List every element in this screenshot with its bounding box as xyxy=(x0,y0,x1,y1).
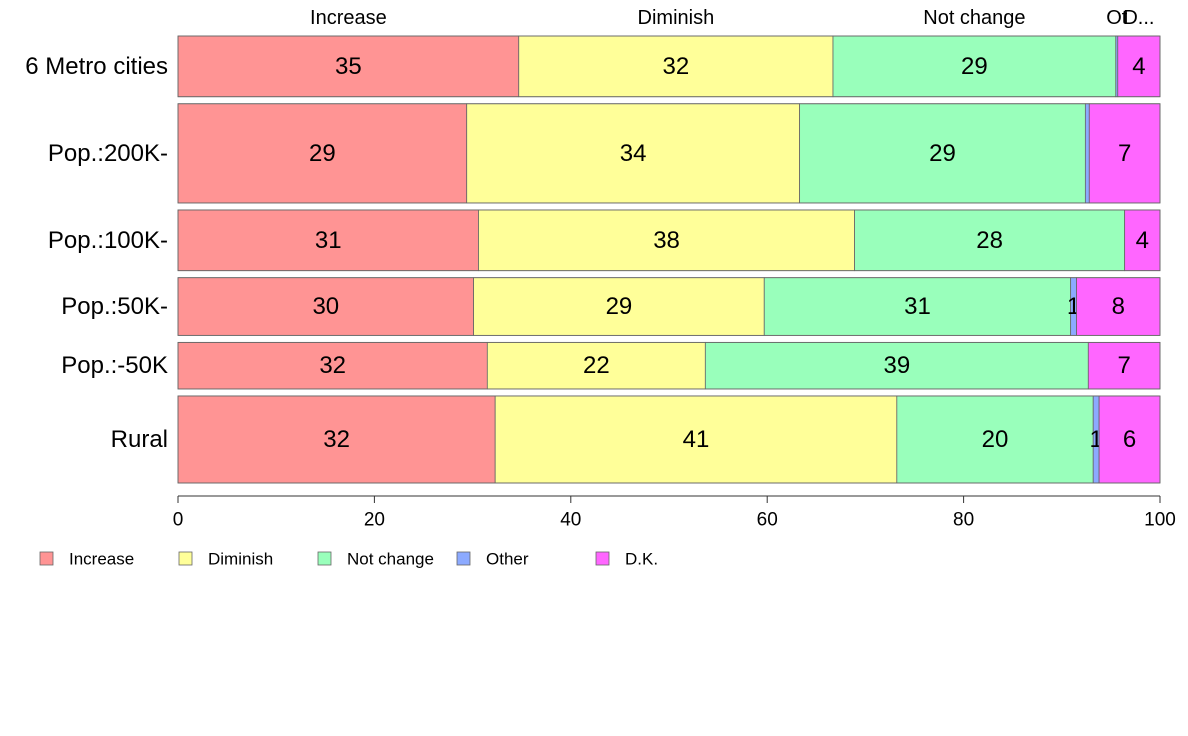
data-label: 20 xyxy=(982,426,1009,453)
column-header-increase: Increase xyxy=(310,7,387,29)
column-header-diminish: Diminish xyxy=(638,7,715,29)
bar-segment-not-change xyxy=(896,395,1094,484)
bar-segment-not-change xyxy=(799,103,1086,204)
bar-segment-diminish xyxy=(478,209,855,272)
bar-row-frame xyxy=(177,395,1161,484)
bar-segment-not-change xyxy=(704,341,1089,390)
legend-label: D.K. xyxy=(625,550,658,569)
legend-item-other: Other xyxy=(456,550,529,569)
x-tick-label: 40 xyxy=(560,510,581,531)
bar-row-frame xyxy=(177,35,1161,98)
data-label: 29 xyxy=(309,140,336,167)
column-header-d-k: D... xyxy=(1123,7,1154,29)
legend-label: Not change xyxy=(347,550,434,569)
legend-item-not-change: Not change xyxy=(317,550,434,569)
data-label: 32 xyxy=(323,426,350,453)
bar-row-pop-100k: Pop.:100K- 31 38 28 4 xyxy=(48,209,1161,272)
category-label: Pop.:50K- xyxy=(61,293,168,320)
legend-swatch xyxy=(595,551,610,566)
bar-segment-increase xyxy=(177,277,474,336)
legend-swatch xyxy=(317,551,332,566)
data-label: 7 xyxy=(1118,140,1131,167)
bar-row-6-metro-cities: 6 Metro cities 35 32 29 4 xyxy=(25,35,1161,98)
category-label: Pop.:-50K xyxy=(61,352,168,379)
bar-row-pop-50k: Pop.:50K- 30 29 31 1 8 xyxy=(61,277,1161,336)
legend-item-increase: Increase xyxy=(39,550,134,569)
bar-segment-d-k xyxy=(1076,277,1161,336)
x-tick-label: 0 xyxy=(173,510,184,531)
data-label: 7 xyxy=(1117,352,1130,379)
data-label: 38 xyxy=(653,227,680,254)
bar-segment-diminish xyxy=(494,395,898,484)
data-label: 32 xyxy=(319,352,346,379)
x-axis: 0 20 40 60 80 100 xyxy=(173,495,1176,531)
x-tick-label: 60 xyxy=(757,510,778,531)
legend-label: Other xyxy=(486,550,529,569)
x-tick-label: 100 xyxy=(1144,510,1176,531)
data-label: 31 xyxy=(904,293,931,320)
data-label: 4 xyxy=(1132,53,1145,80)
data-label: 41 xyxy=(683,426,710,453)
legend-label: Diminish xyxy=(208,550,273,569)
legend: Increase Diminish Not change Other D.K. xyxy=(39,550,658,569)
category-label: Rural xyxy=(111,426,168,453)
legend-item-d-k: D.K. xyxy=(595,550,658,569)
data-label: 32 xyxy=(663,53,690,80)
bar-row-rural: Rural 32 41 20 1 6 xyxy=(111,395,1161,484)
data-label: 29 xyxy=(961,53,988,80)
data-label: 6 xyxy=(1123,426,1136,453)
bar-row-frame xyxy=(177,277,1161,336)
bar-row-pop-50k: Pop.:-50K 32 22 39 7 xyxy=(61,341,1161,390)
data-label: 29 xyxy=(929,140,956,167)
data-label: 8 xyxy=(1112,293,1125,320)
bar-row-frame xyxy=(177,103,1161,204)
data-label: 39 xyxy=(883,352,910,379)
category-label: Pop.:100K- xyxy=(48,227,168,254)
legend-swatch xyxy=(178,551,193,566)
data-label: 34 xyxy=(620,140,647,167)
bar-segment-diminish xyxy=(486,341,706,390)
data-label: 4 xyxy=(1136,227,1149,254)
bar-segment-increase xyxy=(177,341,488,390)
data-label: 31 xyxy=(315,227,342,254)
category-label: Pop.:200K- xyxy=(48,140,168,167)
legend-item-diminish: Diminish xyxy=(178,550,273,569)
bar-row-frame xyxy=(177,209,1161,272)
data-label: 22 xyxy=(583,352,610,379)
bar-segment-d-k xyxy=(1098,395,1161,484)
data-label: 30 xyxy=(312,293,339,320)
bar-segment-not-change xyxy=(854,209,1126,272)
data-label: 29 xyxy=(606,293,633,320)
bar-segment-not-change xyxy=(763,277,1072,336)
column-header-other: Ot xyxy=(1106,7,1128,29)
bar-row-pop-200k: Pop.:200K- 29 34 29 7 xyxy=(48,103,1161,204)
column-header-not-change: Not change xyxy=(923,7,1025,29)
category-label: 6 Metro cities xyxy=(25,53,168,80)
data-label: 28 xyxy=(976,227,1003,254)
data-label: 35 xyxy=(335,53,362,80)
bar-segment-d-k xyxy=(1087,341,1161,390)
column-header-labels: Increase Diminish Not change OtD... xyxy=(310,7,1154,29)
x-tick-label: 80 xyxy=(953,510,974,531)
legend-swatch xyxy=(39,551,54,566)
bar-segment-diminish xyxy=(473,277,765,336)
bar-row-frame xyxy=(177,341,1161,390)
x-tick-label: 20 xyxy=(364,510,385,531)
legend-swatch xyxy=(456,551,471,566)
legend-label: Increase xyxy=(69,550,134,569)
bar-segment-other xyxy=(1084,103,1090,204)
